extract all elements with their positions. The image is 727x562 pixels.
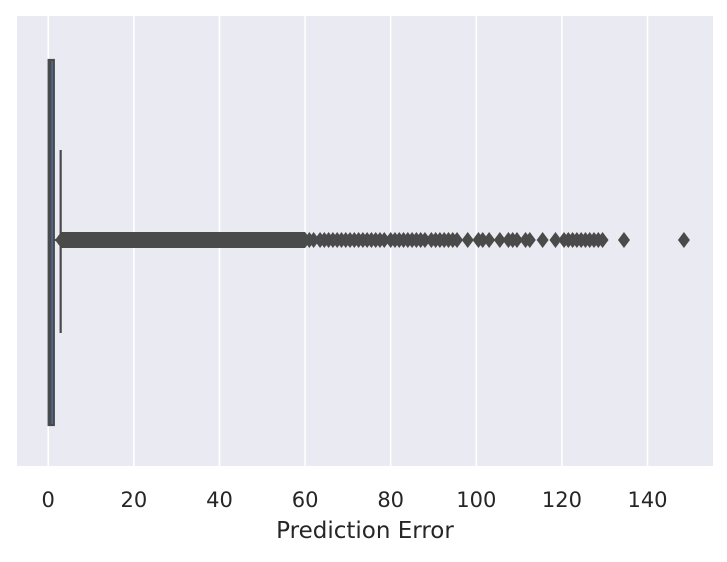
outlier-point [617, 232, 630, 248]
outlier-point [418, 232, 431, 248]
outlier-point [536, 232, 549, 248]
outlier-point [596, 232, 609, 248]
outlier-point [523, 232, 536, 248]
x-axis-label: Prediction Error [276, 518, 454, 544]
outlier-point [307, 232, 320, 248]
outlier-point [461, 232, 474, 248]
outlier-point [378, 232, 391, 248]
x-tick-label: 100 [456, 488, 496, 512]
x-tick-label: 80 [377, 488, 404, 512]
outlier-point [476, 232, 489, 248]
outlier-point [493, 232, 506, 248]
outlier-band [55, 232, 312, 248]
x-tick-label: 20 [120, 488, 147, 512]
x-tick-label: 140 [627, 488, 667, 512]
x-tick-label: 60 [292, 488, 319, 512]
x-tick-label: 120 [542, 488, 582, 512]
outlier-point [483, 232, 496, 248]
outlier-point [451, 232, 464, 248]
outlier-point [549, 232, 562, 248]
x-tick-label: 0 [42, 488, 55, 512]
x-tick-label: 40 [206, 488, 233, 512]
outlier-point [510, 232, 523, 248]
outlier-point [677, 232, 690, 248]
